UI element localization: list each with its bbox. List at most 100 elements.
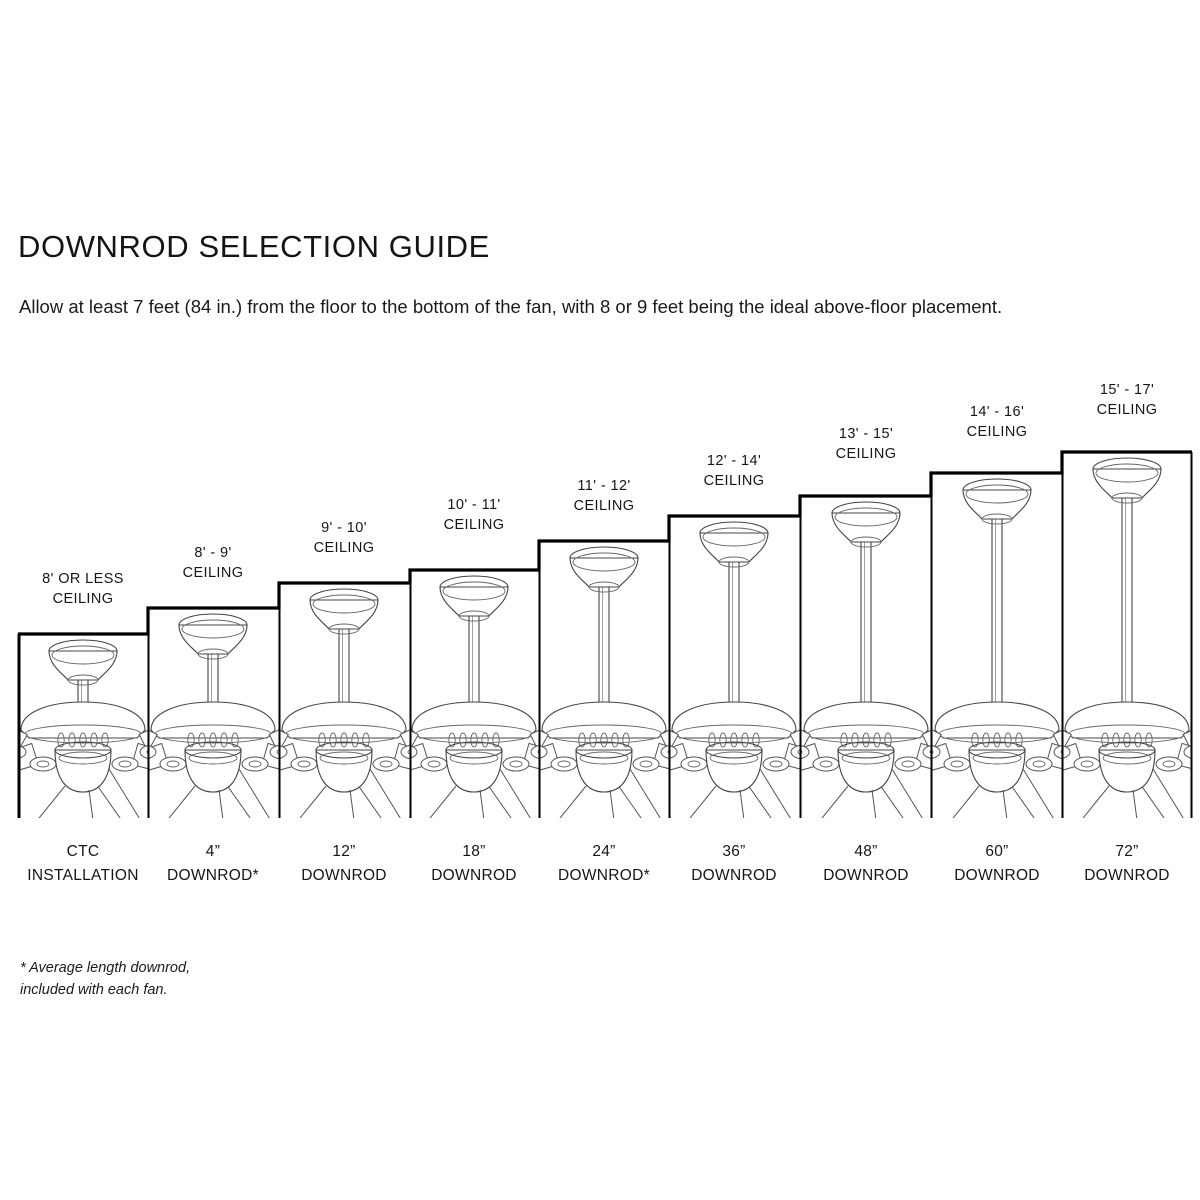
- downrod-word: DOWNROD: [301, 867, 387, 884]
- col-4-blade-iron-hole: [537, 749, 539, 755]
- col-3-blade-iron: [279, 745, 288, 759]
- ceiling-word: CEILING: [966, 424, 1028, 440]
- col-8-canopy-collar: [981, 513, 1013, 525]
- col-6-fan-canopy-icon: [699, 532, 769, 563]
- col-7-blade-iron: [922, 745, 931, 759]
- col-2-fan-canopy-icon: [178, 624, 248, 655]
- col-9-motor-vent: [1101, 732, 1109, 748]
- col-7-canopy-inner-rim: [834, 507, 898, 527]
- col-2-blade-iron: [159, 756, 187, 772]
- downrod-label-4: 18” DOWNROD: [431, 840, 517, 888]
- col-5-light-kit-rim: [575, 741, 633, 759]
- col-3-light-kit-rim: [315, 741, 373, 759]
- col-4-fan-canopy-icon: [439, 586, 509, 617]
- col-6-blade-iron-hole: [769, 760, 783, 768]
- col-1-canopy-collar: [67, 674, 99, 686]
- downrod-label-3: 12” DOWNROD: [301, 840, 387, 888]
- col-1-blade-iron-hole: [146, 749, 148, 755]
- col-3-blade-iron-hole: [407, 749, 410, 755]
- col-6-motor-housing: [671, 701, 797, 739]
- col-4-pull-chain-icon: [479, 789, 485, 818]
- col-2-motor-vent: [231, 732, 239, 748]
- col-7-motor-vent: [862, 732, 870, 748]
- col-8-pull-chain-icon: [1002, 789, 1008, 818]
- col-3-blade-iron-hole: [379, 760, 393, 768]
- col-6-motor-vent: [741, 732, 749, 748]
- col-3-motor-vent: [362, 732, 370, 748]
- col-2-canopy-inner-rim: [181, 619, 245, 639]
- col-4-motor-vent: [459, 732, 467, 748]
- col-8-blade-iron: [943, 756, 971, 772]
- footnote-line-1: * Average length downrod,: [20, 960, 191, 976]
- col-5-blade-iron-hole: [639, 760, 653, 768]
- col-9-motor-vent: [1123, 732, 1131, 748]
- ceiling-word: CEILING: [313, 540, 375, 556]
- col-5-light-kit: [575, 749, 633, 793]
- ceiling-word: CEILING: [52, 591, 114, 607]
- col-3-motor-vent: [340, 732, 348, 748]
- col-2-light-kit-rim: [184, 741, 242, 759]
- col-4-motor-vent: [470, 732, 478, 748]
- col-8-light-kit-rim: [968, 741, 1026, 759]
- col-7-pull-chain-finial: [873, 819, 882, 837]
- col-7-blade-iron-hole: [800, 749, 803, 755]
- col-8-ceiling-fan-icon: [931, 478, 1062, 818]
- col-3-blade-iron: [372, 756, 400, 772]
- ceiling-height-label-2: 8' - 9' CEILING: [183, 543, 244, 583]
- downrod-label-2: 4” DOWNROD*: [167, 840, 259, 888]
- col-7-light-kit: [837, 749, 895, 793]
- col-5-blade-iron: [632, 756, 660, 772]
- col-7-motor-vent: [840, 732, 848, 748]
- col-4-light-kit-band: [449, 751, 499, 765]
- col-5-canopy-collar: [588, 581, 620, 593]
- col-7-fan-canopy-icon: [831, 512, 901, 543]
- col-1-motor-vent: [68, 732, 76, 748]
- downrod-label-6: 36” DOWNROD: [691, 840, 777, 888]
- col-2-motor-housing: [150, 701, 276, 739]
- ceiling-height-label-7: 13' - 15' CEILING: [836, 424, 897, 464]
- col-1-pull-chain-icon: [88, 789, 94, 818]
- downrod-label-9: 72” DOWNROD: [1084, 840, 1170, 888]
- ceiling-height-label-4: 10' - 11' CEILING: [444, 495, 505, 535]
- col-9-pull-chain-icon: [1132, 789, 1138, 818]
- downrod-size: 4”: [205, 843, 221, 860]
- col-2-blade-iron-hole: [166, 760, 180, 768]
- col-6-light-kit: [705, 749, 763, 793]
- downrod-size: CTC: [66, 843, 100, 860]
- col-4-light-kit: [445, 749, 503, 793]
- col-8-fan-canopy-icon: [962, 489, 1032, 520]
- col-8-pull-chain-icon-2: [952, 785, 980, 818]
- col-1-blade-iron: [111, 756, 139, 772]
- col-8-blade-iron-hole: [950, 760, 964, 768]
- ceiling-height-range: 15' - 17': [1099, 382, 1155, 398]
- col-2-blade-iron-hole: [276, 749, 279, 755]
- col-9-blade-iron-hole: [1162, 760, 1176, 768]
- downrod-label-5: 24” DOWNROD*: [558, 840, 650, 888]
- col-1-motor-vent: [101, 732, 109, 748]
- col-3-canopy-inner-rim: [312, 594, 376, 614]
- ceiling-height-range: 13' - 15': [838, 426, 894, 442]
- col-9-canopy-inner-rim: [1095, 463, 1159, 483]
- ceiling-height-label-1: 8' OR LESS CEILING: [42, 569, 124, 609]
- col-2-canopy-collar: [197, 648, 229, 660]
- col-4-light-kit-rim: [445, 741, 503, 759]
- col-9-motor-vent: [1145, 732, 1153, 748]
- col-7-light-kit-rim: [837, 741, 895, 759]
- col-2-pull-chain-icon: [218, 789, 224, 818]
- col-4-blade-iron-hole: [509, 760, 523, 768]
- downrod-word: DOWNROD: [691, 867, 777, 884]
- col-9-blade-iron: [1155, 756, 1183, 772]
- col-4-ceiling-fan-icon: [410, 575, 539, 818]
- col-9-blade-iron: [1062, 745, 1071, 759]
- col-5-fan-canopy-icon: [569, 557, 639, 588]
- col-3-ceiling-fan-icon: [279, 588, 410, 818]
- col-5-light-kit-band: [579, 751, 629, 765]
- col-7-motor-vent: [884, 732, 892, 748]
- col-7-blade-iron: [894, 756, 922, 772]
- ceiling-height-range: 8' OR LESS: [42, 571, 124, 587]
- ceiling-word: CEILING: [835, 446, 897, 462]
- col-1-blade-iron-hole: [36, 760, 50, 768]
- col-1-blade-iron: [29, 756, 57, 772]
- col-1-light-kit-rim: [54, 741, 112, 759]
